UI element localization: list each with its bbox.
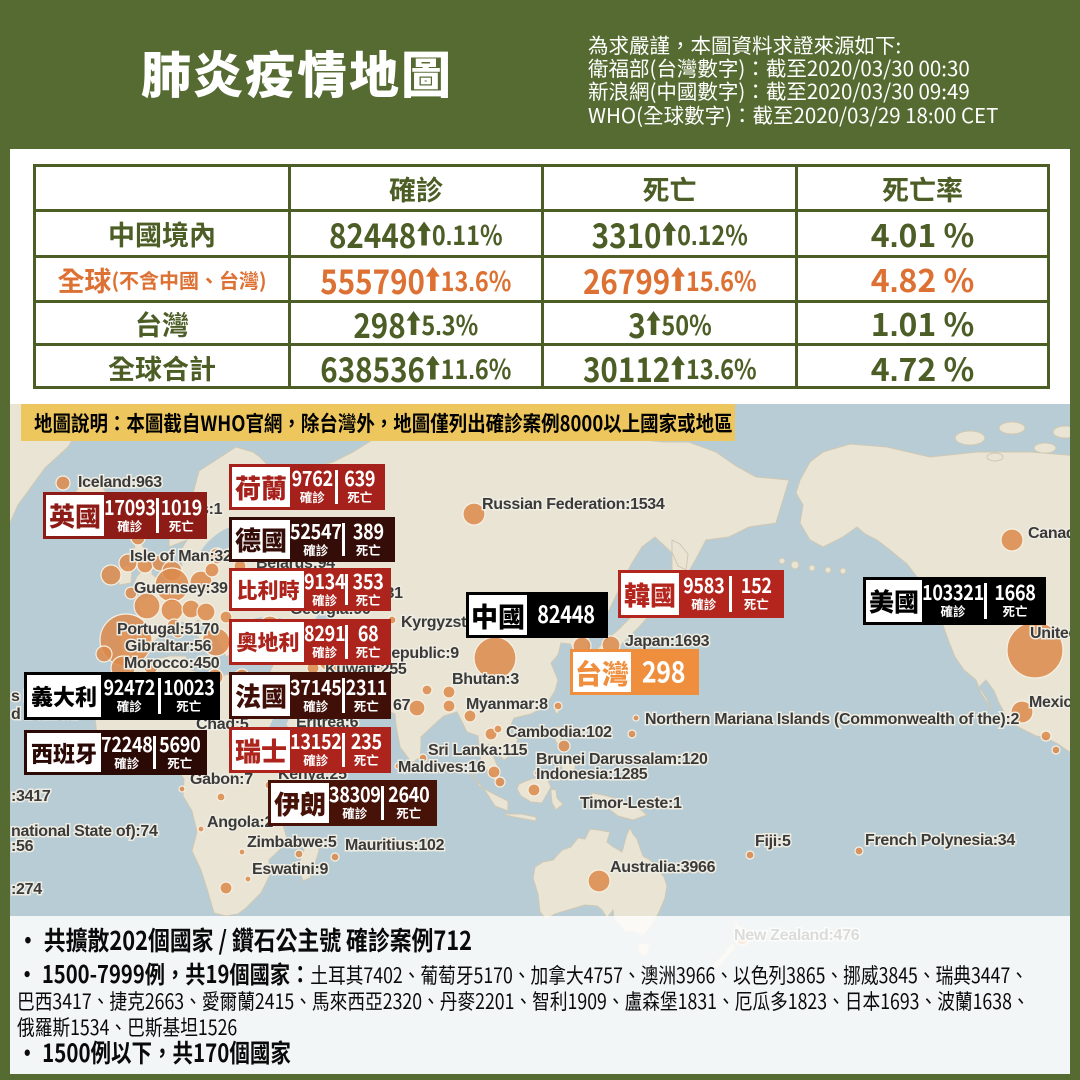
- svg-text:Morocco:450: Morocco:450: [124, 655, 220, 672]
- svg-text:Eswatini:9: Eswatini:9: [252, 861, 329, 878]
- svg-text:Northern Mariana Islands (Comm: Northern Mariana Islands (Commonwealth o…: [645, 711, 1019, 728]
- svg-text:Mauritius:102: Mauritius:102: [345, 837, 445, 854]
- svg-text:67: 67: [393, 697, 411, 714]
- svg-text:Timor-Leste:1: Timor-Leste:1: [580, 795, 682, 812]
- svg-text::56: :56: [11, 838, 34, 855]
- svg-text:Maldives:16: Maldives:16: [398, 759, 486, 776]
- svg-text:United States o: United States o: [1030, 625, 1070, 642]
- svg-text:Brunei Darussalam:120: Brunei Darussalam:120: [536, 751, 708, 768]
- svg-text:Portugal:5170: Portugal:5170: [117, 621, 219, 638]
- svg-text:Angola:2: Angola:2: [207, 814, 273, 831]
- svg-text:Iceland:963: Iceland:963: [78, 474, 162, 491]
- svg-text::274: :274: [11, 881, 42, 898]
- svg-text:Gibraltar:56: Gibraltar:56: [125, 638, 212, 655]
- svg-text:Mexico:848: Mexico:848: [1029, 694, 1070, 711]
- svg-text:Indonesia:1285: Indonesia:1285: [536, 766, 648, 783]
- svg-text:Japan:1693: Japan:1693: [625, 633, 710, 650]
- svg-text:Russian Federation:1534: Russian Federation:1534: [482, 496, 665, 513]
- svg-text:national State of):74: national State of):74: [11, 823, 158, 840]
- svg-text:Fiji:5: Fiji:5: [755, 833, 791, 850]
- svg-text:Guernsey:39: Guernsey:39: [134, 580, 228, 597]
- svg-text:Cambodia:102: Cambodia:102: [506, 724, 612, 741]
- svg-text:Bhutan:3: Bhutan:3: [452, 671, 519, 688]
- svg-text:Sri Lanka:115: Sri Lanka:115: [428, 742, 528, 759]
- svg-text:Myanmar:8: Myanmar:8: [466, 696, 548, 713]
- svg-text:Australia:3966: Australia:3966: [610, 859, 716, 876]
- svg-text:Isle of Man:32: Isle of Man:32: [130, 548, 232, 565]
- svg-text:French Polynesia:34: French Polynesia:34: [865, 832, 1015, 849]
- svg-text:Canada:6317: Canada:6317: [1028, 525, 1070, 542]
- svg-text::3417: :3417: [11, 788, 51, 805]
- svg-text:Zimbabwe:5: Zimbabwe:5: [247, 834, 337, 851]
